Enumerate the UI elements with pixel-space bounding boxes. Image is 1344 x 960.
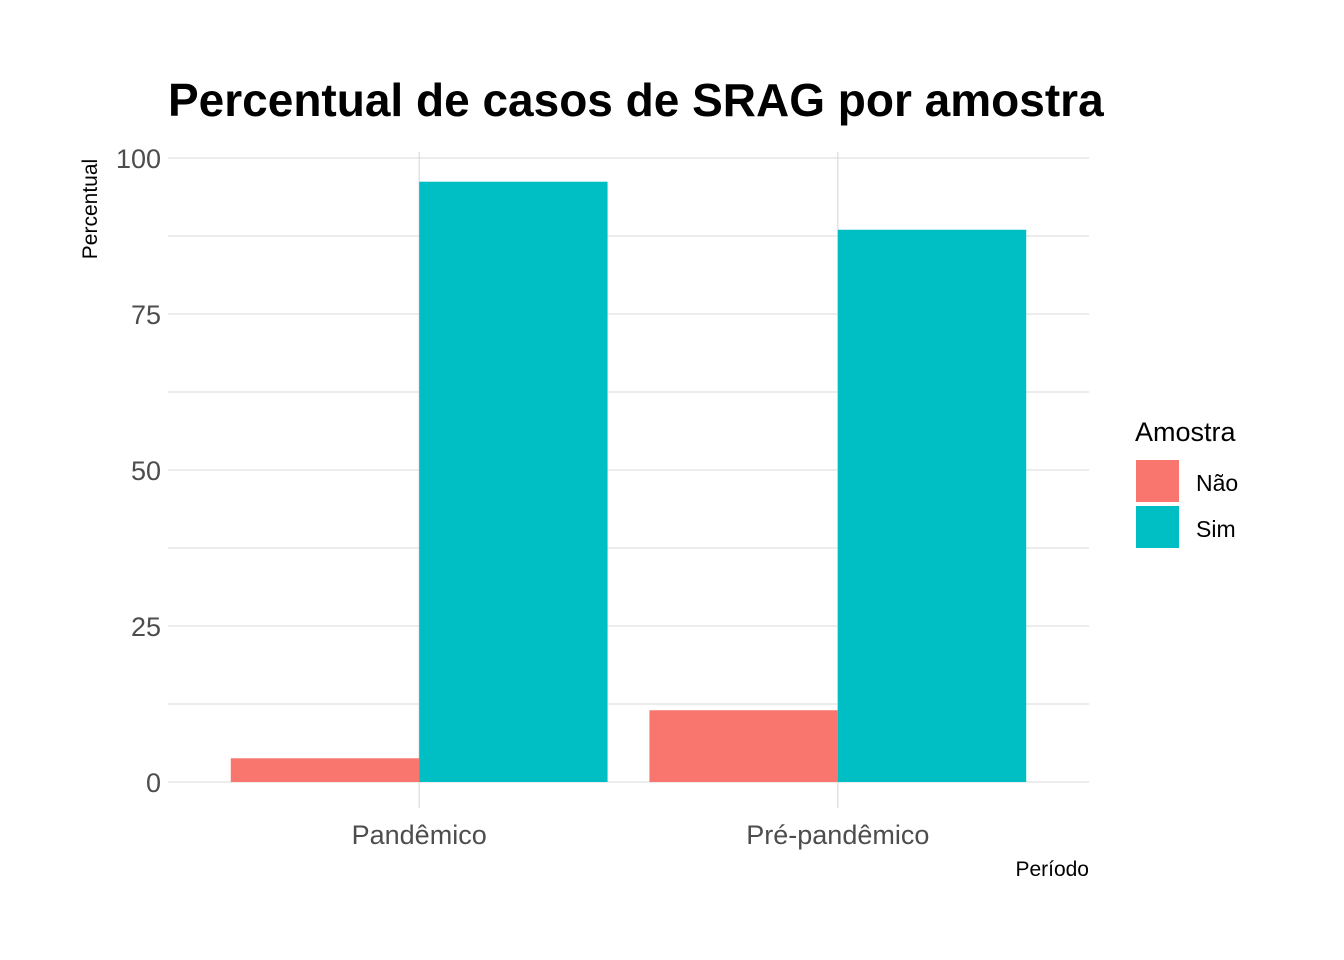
bar-n-o-pr-pand-mico <box>649 710 838 782</box>
x-tick-label: Pandêmico <box>352 820 487 850</box>
y-axis-label: Percentual <box>79 159 102 259</box>
legend-swatch <box>1136 506 1179 548</box>
legend-swatch <box>1136 460 1179 502</box>
bar-n-o-pand-mico <box>230 758 420 782</box>
y-tick-label: 100 <box>116 144 161 174</box>
x-tick-label: Pré-pandêmico <box>746 820 929 850</box>
y-tick-label: 75 <box>131 300 161 330</box>
y-tick-label: 25 <box>131 612 161 642</box>
y-axis-ticks: 0 25 50 75 100 <box>116 144 161 798</box>
legend-items: Não Sim <box>1136 460 1238 548</box>
chart-title: Percentual de casos de SRAG por amostra <box>168 74 1104 126</box>
bar-sim-pr-pand-mico <box>837 229 1027 782</box>
legend-label: Sim <box>1196 516 1236 542</box>
y-tick-label: 50 <box>131 456 161 486</box>
bars-layer <box>230 181 1027 782</box>
legend-label: Não <box>1196 470 1238 496</box>
legend-title: Amostra <box>1135 417 1237 447</box>
x-axis-ticks: Pandêmico Pré-pandêmico <box>352 820 930 850</box>
y-tick-label: 0 <box>146 768 161 798</box>
bar-sim-pand-mico <box>419 181 608 782</box>
legend: Amostra Não Sim <box>1135 417 1238 548</box>
x-axis-label: Período <box>1015 858 1089 881</box>
